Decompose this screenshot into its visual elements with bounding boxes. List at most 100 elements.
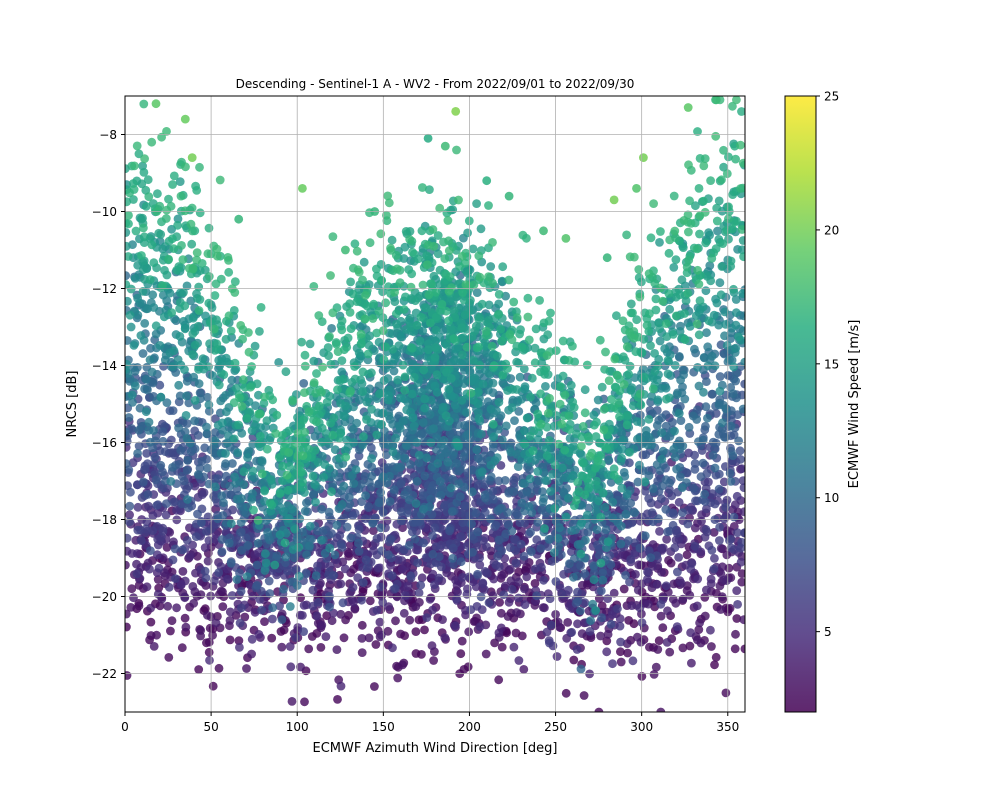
scatter-point xyxy=(389,485,399,494)
scatter-point xyxy=(233,448,243,458)
scatter-point xyxy=(299,601,309,610)
scatter-point xyxy=(130,274,140,283)
scatter-point xyxy=(264,576,274,586)
scatter-point xyxy=(339,481,349,491)
scatter-point xyxy=(415,517,425,527)
scatter-point xyxy=(401,591,410,600)
scatter-point xyxy=(515,372,525,382)
scatter-point xyxy=(656,599,666,609)
scatter-point xyxy=(572,645,582,654)
scatter-point xyxy=(298,611,307,620)
scatter-point xyxy=(537,505,547,515)
scatter-point xyxy=(388,643,397,653)
scatter-point xyxy=(257,605,266,615)
scatter-point xyxy=(539,494,549,503)
scatter-point xyxy=(689,483,698,493)
scatter-point xyxy=(330,445,340,455)
scatter-point xyxy=(722,341,732,350)
scatter-point xyxy=(252,581,262,590)
scatter-point xyxy=(420,403,430,413)
scatter-point xyxy=(268,603,278,613)
scatter-point xyxy=(457,636,467,646)
scatter-point xyxy=(370,682,379,691)
scatter-point xyxy=(462,589,472,599)
scatter-point xyxy=(272,551,282,560)
scatter-point xyxy=(155,341,165,350)
scatter-point xyxy=(455,532,465,541)
scatter-point xyxy=(191,532,201,541)
scatter-point xyxy=(318,526,328,536)
scatter-point xyxy=(511,628,521,638)
scatter-point xyxy=(452,594,461,604)
scatter-point xyxy=(701,286,711,296)
scatter-point xyxy=(481,649,491,659)
scatter-point xyxy=(242,572,252,581)
scatter-point xyxy=(731,308,741,318)
scatter-point xyxy=(214,663,224,673)
scatter-point xyxy=(585,669,594,679)
scatter-point xyxy=(555,523,564,532)
scatter-point xyxy=(383,626,393,636)
scatter-point xyxy=(385,471,394,481)
scatter-point xyxy=(181,622,191,632)
scatter-point xyxy=(475,622,485,632)
scatter-point xyxy=(669,444,679,454)
scatter-point xyxy=(452,459,461,468)
scatter-point xyxy=(125,413,134,422)
scatter-point xyxy=(142,449,152,458)
scatter-point xyxy=(497,642,507,652)
scatter-point xyxy=(337,500,347,509)
scatter-point xyxy=(577,580,587,590)
scatter-point xyxy=(234,636,244,645)
scatter-point xyxy=(342,522,352,532)
scatter-point xyxy=(505,543,515,552)
scatter-point xyxy=(145,355,155,365)
scatter-point xyxy=(386,560,395,570)
scatter-point xyxy=(145,564,154,574)
scatter-point xyxy=(464,627,474,637)
scatter-point xyxy=(606,567,615,577)
scatter-point xyxy=(701,421,710,431)
scatter-point xyxy=(563,618,573,627)
scatter-point xyxy=(141,375,151,384)
scatter-point xyxy=(349,479,359,488)
scatter-point xyxy=(386,535,395,544)
scatter-point xyxy=(172,603,182,613)
scatter-point xyxy=(451,575,460,585)
scatter-point xyxy=(211,618,221,628)
scatter-point xyxy=(726,543,736,553)
scatter-point xyxy=(725,603,735,613)
scatter-point xyxy=(526,547,536,557)
scatter-point xyxy=(589,575,599,585)
scatter-point xyxy=(617,483,627,493)
scatter-point xyxy=(434,573,444,583)
scatter-point xyxy=(417,573,427,583)
scatter-point xyxy=(399,608,409,618)
scatter-point xyxy=(525,474,535,484)
scatter-point xyxy=(621,509,631,519)
scatter-point xyxy=(494,397,504,407)
scatter-point xyxy=(533,467,543,476)
scatter-point xyxy=(564,585,573,595)
scatter-point xyxy=(594,707,604,712)
scatter-point xyxy=(132,549,142,558)
scatter-point xyxy=(214,568,224,578)
scatter-point xyxy=(385,497,395,506)
scatter-point xyxy=(635,603,645,613)
scatter-point xyxy=(162,499,171,508)
scatter-point xyxy=(736,557,745,567)
scatter-point xyxy=(531,564,540,574)
scatter-point xyxy=(663,606,672,616)
scatter-point xyxy=(585,627,595,636)
scatter-point xyxy=(300,506,310,516)
scatter-point xyxy=(396,462,406,472)
scatter-point xyxy=(530,579,540,588)
scatter-point xyxy=(403,581,413,591)
scatter-point xyxy=(486,404,496,414)
scatter-point xyxy=(219,498,228,508)
scatter-point xyxy=(569,572,578,582)
scatter-point xyxy=(166,626,175,636)
scatter-point xyxy=(683,519,693,529)
scatter-point xyxy=(652,579,662,589)
scatter-point xyxy=(739,507,745,517)
